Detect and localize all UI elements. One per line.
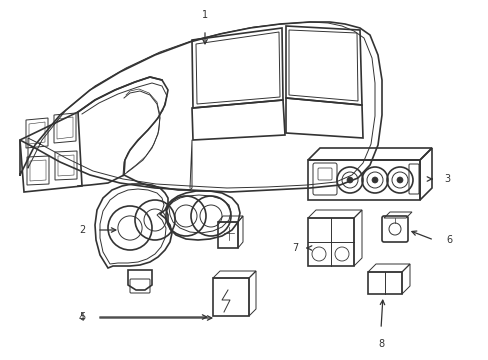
Text: 4: 4: [79, 313, 85, 323]
Circle shape: [371, 177, 377, 183]
Bar: [218, 222, 238, 248]
Circle shape: [346, 177, 352, 183]
Text: 1: 1: [202, 10, 207, 20]
Text: 6: 6: [445, 235, 451, 245]
Text: 7: 7: [291, 243, 298, 253]
Circle shape: [396, 177, 402, 183]
Text: 5: 5: [79, 312, 85, 322]
Text: 3: 3: [443, 174, 449, 184]
Text: 8: 8: [377, 339, 383, 349]
Bar: [367, 272, 401, 294]
Bar: [213, 278, 248, 316]
Text: 2: 2: [79, 225, 85, 235]
Bar: [307, 218, 353, 266]
